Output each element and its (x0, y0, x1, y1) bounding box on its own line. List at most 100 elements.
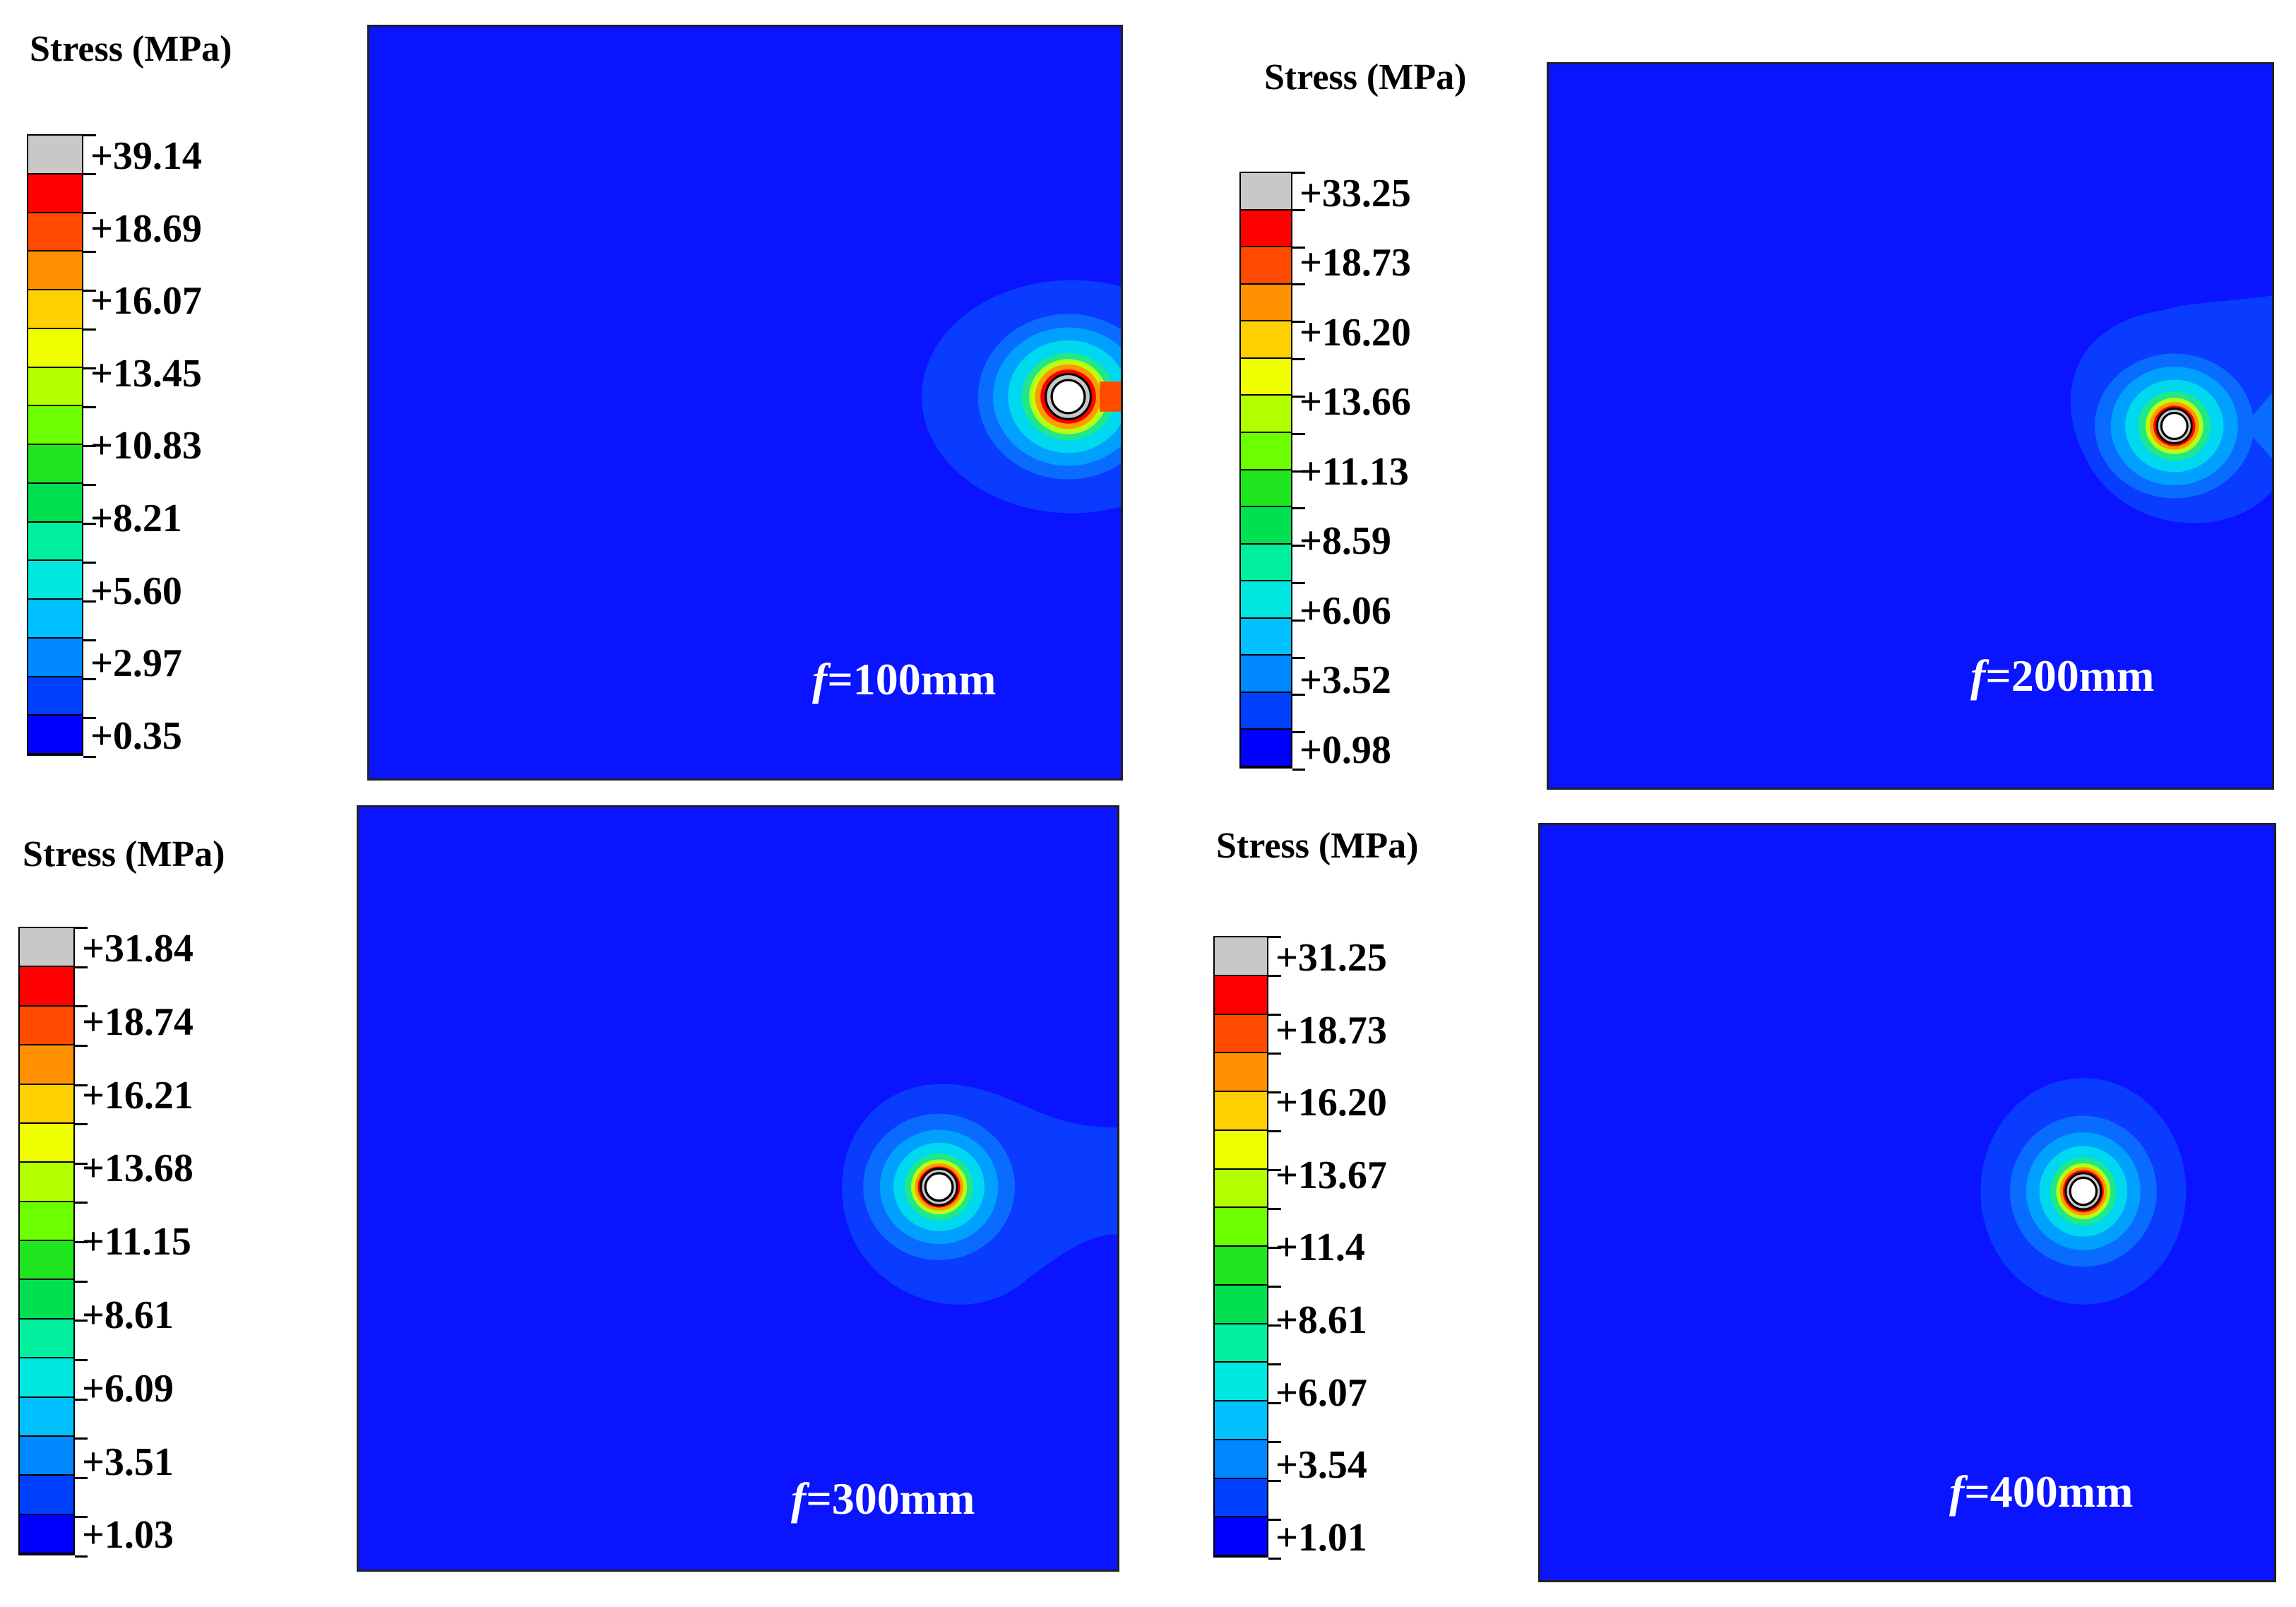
legend-color-band (20, 1202, 73, 1241)
legend-value-label: +6.09 (82, 1366, 174, 1411)
legend-tick (75, 1398, 88, 1401)
legend-color-band (20, 1084, 73, 1124)
legend-value-label: +18.69 (90, 206, 202, 251)
legend-tick (75, 1320, 88, 1322)
case-label-1: f=100mm (812, 653, 996, 706)
case-variable-1: f (812, 654, 828, 704)
legend-value-label: +2.97 (90, 641, 182, 686)
legend-color-band (1241, 692, 1291, 730)
legend-tick (1292, 246, 1305, 249)
legend-tick (83, 639, 96, 641)
legend-tick (83, 523, 96, 525)
legend-tick (83, 367, 96, 369)
legend-color-band (20, 1163, 73, 1202)
case-variable-2: f (1970, 651, 1986, 701)
legend-color-band (1215, 937, 1267, 976)
legend-tick (75, 1005, 88, 1008)
legend-tick (83, 212, 96, 214)
legend-tick (75, 1084, 88, 1086)
legend-tick (83, 406, 96, 408)
legend-tick (1292, 283, 1305, 286)
legend-tick (75, 1437, 88, 1440)
legend-color-band (1241, 618, 1291, 656)
legend-value-label: +39.14 (90, 134, 202, 178)
legend-color-band (20, 1358, 73, 1398)
legend-color-band (28, 677, 82, 716)
legend-tick (75, 966, 88, 968)
legend-tick (83, 445, 96, 447)
legend-value-label: +18.74 (82, 1000, 194, 1044)
legend-tick (1292, 395, 1305, 398)
legend-value-label: +13.67 (1275, 1153, 1387, 1197)
legend-title-3: Stress (MPa) (23, 834, 225, 874)
legend-color-band (20, 1514, 73, 1554)
legend-color-band (1215, 1440, 1267, 1479)
case-variable-3: f (791, 1473, 807, 1524)
legend-tick (1268, 1247, 1281, 1249)
case-label-4: f=400mm (1949, 1466, 2133, 1518)
legend-tick (1268, 1519, 1281, 1521)
legend-value-label: +0.35 (90, 713, 182, 758)
legend-value-label: +8.61 (1275, 1298, 1367, 1343)
legend-tick (1292, 656, 1305, 659)
legend-tick (1268, 936, 1281, 938)
legend-tick (75, 1358, 88, 1361)
legend-color-band (28, 716, 82, 754)
legend-tick (1268, 1363, 1281, 1365)
legend-color-band (1215, 1208, 1267, 1247)
legend-tick (75, 1516, 88, 1519)
legend-color-band (28, 328, 82, 368)
legend-tick (75, 1241, 88, 1243)
legend-value-label: +16.21 (82, 1073, 194, 1117)
legend-color-band (28, 483, 82, 523)
legend-tick (75, 1162, 88, 1165)
legend-tick (1292, 470, 1305, 473)
legend-color-band (1215, 1014, 1267, 1054)
legend-value-label: +1.01 (1275, 1515, 1367, 1560)
legend-value-label: +3.51 (82, 1440, 174, 1484)
legend-color-band (20, 967, 73, 1007)
legend-title-4: Stress (MPa) (1216, 826, 1419, 866)
legend-value-label: +0.98 (1299, 728, 1391, 772)
legend-color-band (28, 136, 82, 174)
legend-tick (1292, 172, 1305, 174)
legend-color-band (1215, 1363, 1267, 1401)
legend-color-band (28, 290, 82, 329)
legend-tick (83, 251, 96, 253)
legend-value-label: +13.66 (1299, 380, 1411, 425)
legend-tick (75, 927, 88, 929)
legend-value-label: +16.20 (1299, 310, 1411, 355)
legend-color-band (1215, 976, 1267, 1015)
legend-tick (83, 484, 96, 486)
legend-value-label: +18.73 (1275, 1008, 1387, 1052)
legend-value-label: +13.68 (82, 1146, 194, 1191)
legend-color-band (1241, 173, 1291, 210)
legend-value-label: +1.03 (82, 1513, 174, 1558)
legend-color-band (1215, 1247, 1267, 1286)
case-label-3: f=300mm (791, 1473, 975, 1525)
legend-color-band (28, 522, 82, 562)
legend-tick (83, 717, 96, 719)
legend-color-band (1241, 210, 1291, 248)
legend-tick (1268, 1286, 1281, 1288)
legend-tick (75, 1123, 88, 1126)
legend-color-band (1215, 1401, 1267, 1440)
legend-color-band (1215, 1324, 1267, 1363)
legend-value-label: +8.21 (90, 497, 182, 541)
legend-title-1: Stress (MPa) (30, 29, 232, 69)
legend-color-band (1241, 470, 1291, 508)
legend-color-band (28, 561, 82, 600)
legend-tick (75, 1476, 88, 1479)
legend-value-label: +18.73 (1299, 241, 1411, 285)
legend-tick (1292, 358, 1305, 361)
legend-title-2: Stress (MPa) (1264, 57, 1467, 97)
legend-color-band (28, 174, 82, 213)
case-variable-4: f (1949, 1466, 1965, 1517)
legend-tick (1268, 1169, 1281, 1171)
legend-tick (75, 1280, 88, 1283)
case-value-2: =200mm (1985, 651, 2155, 701)
legend-tick (1268, 1052, 1281, 1055)
legend-color-band (28, 367, 82, 407)
legend-color-band (1215, 1092, 1267, 1131)
legend-value-label: +16.07 (90, 279, 202, 324)
